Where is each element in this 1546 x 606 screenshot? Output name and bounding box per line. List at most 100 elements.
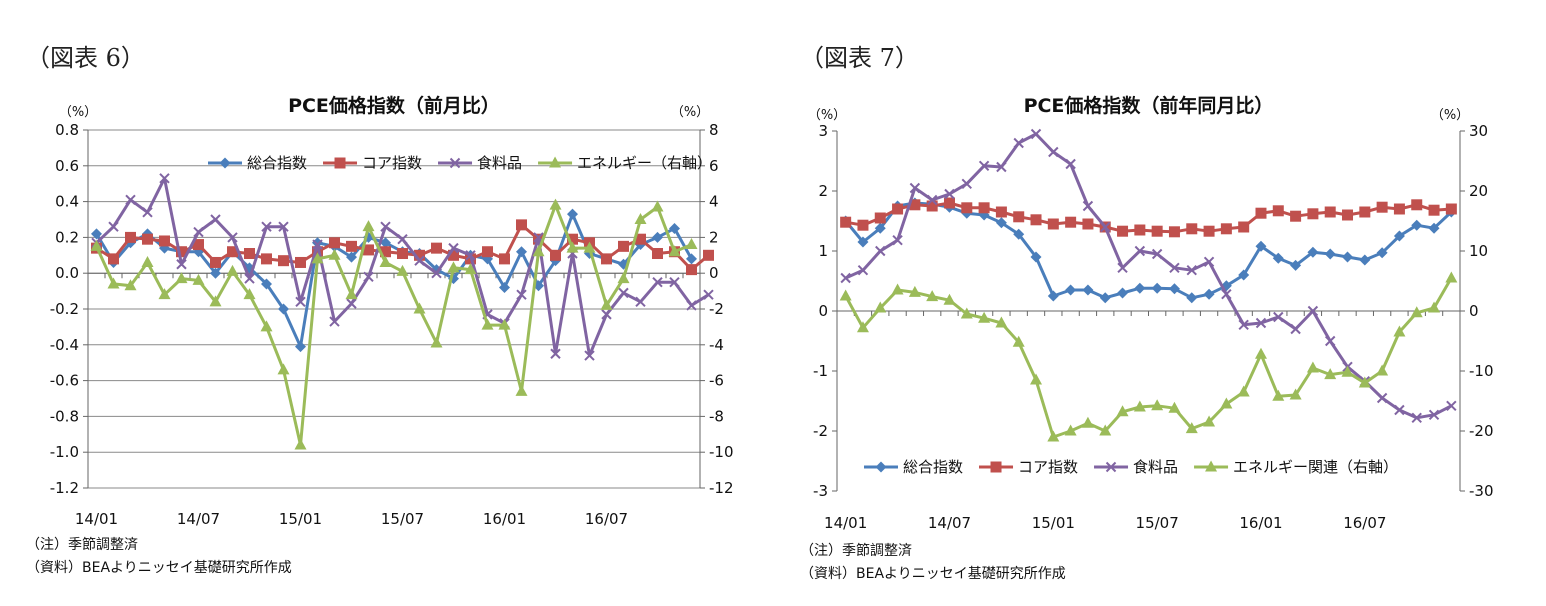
data-point xyxy=(329,237,340,249)
y-tick-label-right: 6 xyxy=(709,157,719,175)
data-point xyxy=(635,296,646,308)
data-point xyxy=(243,288,256,300)
data-point xyxy=(926,200,938,212)
data-point xyxy=(874,212,886,224)
data-point xyxy=(549,198,562,210)
data-point xyxy=(1342,251,1354,263)
data-point xyxy=(1100,221,1111,233)
data-point xyxy=(209,295,222,307)
data-point xyxy=(261,253,272,265)
data-point xyxy=(1255,240,1267,252)
data-point xyxy=(1445,203,1457,215)
data-point xyxy=(961,178,972,190)
data-point xyxy=(1221,288,1232,300)
data-point xyxy=(278,255,289,267)
legend-label: 総合指数 xyxy=(903,458,963,476)
y-tick-label-right: -2 xyxy=(709,300,724,318)
data-point xyxy=(142,207,153,218)
y-tick-label-left: 0.0 xyxy=(55,264,79,282)
chart-title: PCE価格指数（前年同月比） xyxy=(1024,94,1274,117)
series-line xyxy=(845,132,1452,420)
figure7-label: （図表 7） xyxy=(800,44,919,72)
data-point xyxy=(312,239,323,250)
data-point xyxy=(909,182,921,194)
data-point xyxy=(1134,282,1146,294)
y-tick-label-right: 20 xyxy=(1469,182,1488,200)
y-tick-label-left: -0.6 xyxy=(50,372,79,390)
legend-marker xyxy=(990,461,1002,473)
data-point xyxy=(533,280,544,292)
data-point xyxy=(295,256,306,268)
data-point xyxy=(328,248,341,260)
legend-marker xyxy=(219,157,231,169)
y-tick-label-left: 0.4 xyxy=(55,193,79,211)
data-point xyxy=(1273,311,1284,323)
data-point xyxy=(294,438,307,450)
data-point xyxy=(516,219,527,231)
data-point xyxy=(584,350,595,361)
y-tick-label-left: 0.6 xyxy=(55,157,79,175)
data-point xyxy=(1238,269,1250,281)
y-tick-label-right: 0 xyxy=(709,264,719,282)
data-point xyxy=(996,161,1007,173)
data-point xyxy=(1065,216,1077,228)
data-point xyxy=(210,256,221,268)
data-point xyxy=(1428,222,1440,234)
y-tick-label-right: -8 xyxy=(709,407,724,425)
data-point xyxy=(90,239,103,251)
data-point xyxy=(857,219,869,231)
data-point xyxy=(926,194,938,206)
data-point xyxy=(499,253,510,265)
data-point xyxy=(261,221,272,232)
data-point xyxy=(1238,221,1250,233)
data-point xyxy=(1220,397,1233,409)
legend-marker xyxy=(449,157,461,169)
data-point xyxy=(1203,288,1215,300)
data-point xyxy=(380,237,391,249)
y-tick-label-left: 1 xyxy=(818,242,828,260)
data-point xyxy=(1117,262,1128,274)
data-point xyxy=(703,249,714,261)
data-point xyxy=(1203,256,1215,268)
series-line xyxy=(844,277,1453,439)
y-axis-unit-right: （%） xyxy=(1431,108,1469,123)
data-point xyxy=(1151,248,1163,260)
data-point xyxy=(244,262,255,274)
data-point xyxy=(363,271,374,282)
figure6-note: （注）季節調整済 xyxy=(26,537,138,553)
data-point xyxy=(515,384,528,396)
data-point xyxy=(159,235,170,247)
data-point xyxy=(1411,219,1423,231)
data-point xyxy=(1013,211,1025,223)
data-point xyxy=(686,253,697,265)
data-point xyxy=(363,244,374,256)
data-point xyxy=(943,197,955,209)
data-point xyxy=(1358,376,1371,388)
y-tick-label-right: -10 xyxy=(709,443,734,461)
data-point xyxy=(1169,262,1180,274)
data-point xyxy=(978,160,990,172)
data-point xyxy=(1272,205,1284,217)
chart-mom-svg: PCE価格指数（前月比）（%） （%）0.8 80.6 60.4 40.2 20.0 0-0… xyxy=(50,94,734,528)
data-point xyxy=(960,307,973,319)
data-point xyxy=(227,246,238,258)
data-point xyxy=(892,234,903,246)
y-axis-unit-left: （%） xyxy=(59,105,97,120)
data-point xyxy=(600,298,613,310)
legend-marker xyxy=(549,156,562,168)
data-point xyxy=(1186,264,1197,276)
data-point xyxy=(159,173,170,184)
data-point xyxy=(1134,245,1146,257)
x-tick-label: 15/01 xyxy=(279,510,322,528)
data-point xyxy=(1065,284,1077,296)
data-point xyxy=(312,246,323,258)
data-point xyxy=(210,267,221,279)
data-point xyxy=(943,293,956,305)
data-point xyxy=(618,240,629,252)
data-point xyxy=(193,226,204,238)
y-tick-label-left: 0 xyxy=(818,302,828,320)
chart-panel-mom: PCE価格指数（前月比） （%） （%） 0.8 8 0.6 6 0.4 4 0.2 2 0.0 0 -0… xyxy=(30,90,760,530)
data-point xyxy=(1116,405,1129,417)
data-point xyxy=(840,272,851,284)
data-point xyxy=(1341,365,1354,377)
